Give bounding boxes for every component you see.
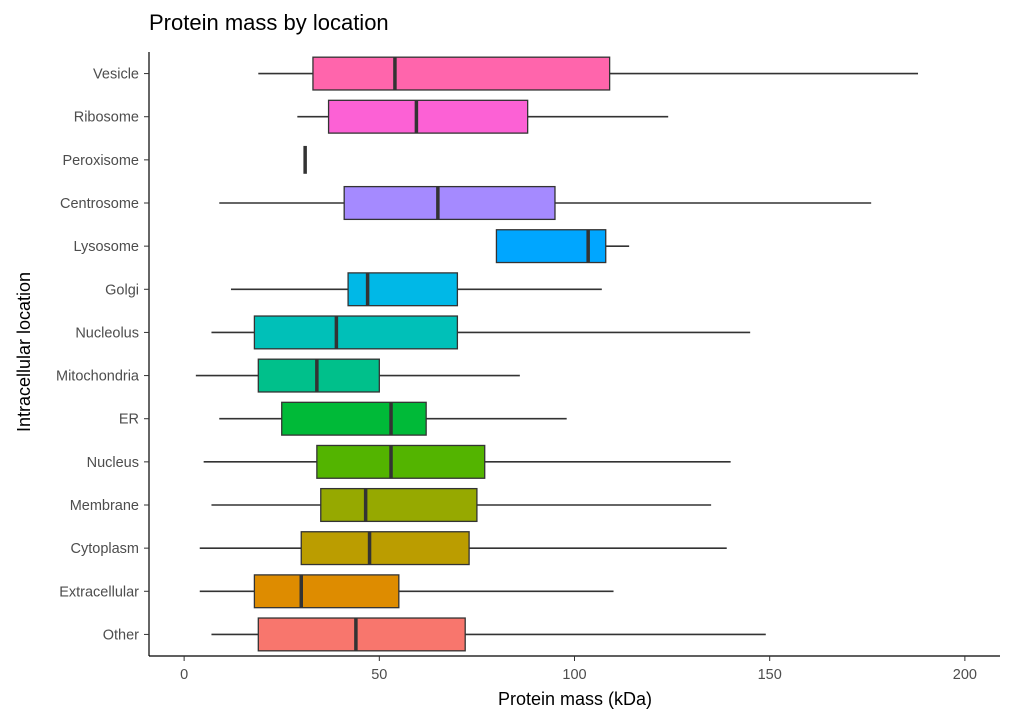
y-tick-label-lysosome: Lysosome	[73, 239, 139, 255]
x-axis-title: Protein mass (kDa)	[498, 689, 652, 709]
box-other	[257, 617, 466, 652]
boxplot-extracellular	[199, 574, 614, 609]
boxplot-lysosome	[495, 229, 630, 264]
boxplot-centrosome	[219, 185, 872, 221]
box-mitochondria	[257, 358, 380, 393]
y-tick-label-mitochondria: Mitochondria	[56, 369, 140, 385]
y-tick-label-cytoplasm: Cytoplasm	[71, 541, 140, 557]
y-tick-label-vesicle: Vesicle	[93, 67, 139, 83]
plot-area	[195, 56, 919, 652]
boxplot-mitochondria	[195, 358, 520, 393]
y-tick-label-ribosome: Ribosome	[74, 110, 139, 126]
boxplot-nucleus	[203, 444, 731, 479]
y-axis-ticks: Vesicle Ribosome Peroxisome Centrosome Lysos…	[56, 67, 149, 643]
y-tick-label-nucleolus: Nucleolus	[75, 325, 139, 341]
box-nucleolus	[253, 315, 459, 350]
y-tick-label-centrosome: Centrosome	[60, 196, 139, 212]
boxplot-golgi	[230, 272, 602, 307]
x-tick-label: 150	[758, 667, 782, 683]
boxplot-cytoplasm	[199, 531, 727, 566]
box-extracellular	[253, 574, 400, 609]
box-vesicle	[312, 56, 611, 91]
y-tick-label-peroxisome: Peroxisome	[62, 153, 139, 169]
box-centrosome	[343, 185, 556, 221]
box-nucleus	[316, 444, 486, 479]
boxplot-other	[211, 617, 766, 652]
y-axis-title: Intracellular location	[14, 272, 34, 432]
y-tick-label-er: ER	[119, 412, 139, 428]
y-tick-label-golgi: Golgi	[105, 282, 139, 298]
box-cytoplasm	[300, 531, 470, 566]
chart-title: Protein mass by location	[149, 10, 389, 35]
box-ribosome	[327, 99, 529, 134]
y-tick-label-nucleus: Nucleus	[87, 455, 139, 471]
x-tick-label: 0	[180, 667, 188, 683]
boxplot-membrane	[211, 487, 712, 523]
y-tick-label-extracellular: Extracellular	[59, 584, 139, 600]
boxplot-nucleolus	[211, 315, 751, 350]
x-tick-label: 200	[953, 667, 977, 683]
x-tick-label: 50	[371, 667, 387, 683]
x-axis-ticks: 0 50 100 150 200	[180, 656, 977, 683]
boxplot-ribosome	[297, 99, 669, 134]
y-tick-label-other: Other	[103, 627, 139, 643]
x-tick-label: 100	[562, 667, 586, 683]
axes	[148, 52, 1000, 657]
box-membrane	[320, 487, 478, 523]
box-er	[281, 401, 427, 436]
box-golgi	[347, 272, 459, 307]
y-tick-label-membrane: Membrane	[70, 498, 139, 514]
boxplot-er	[219, 401, 567, 436]
boxplot-vesicle	[258, 56, 919, 91]
